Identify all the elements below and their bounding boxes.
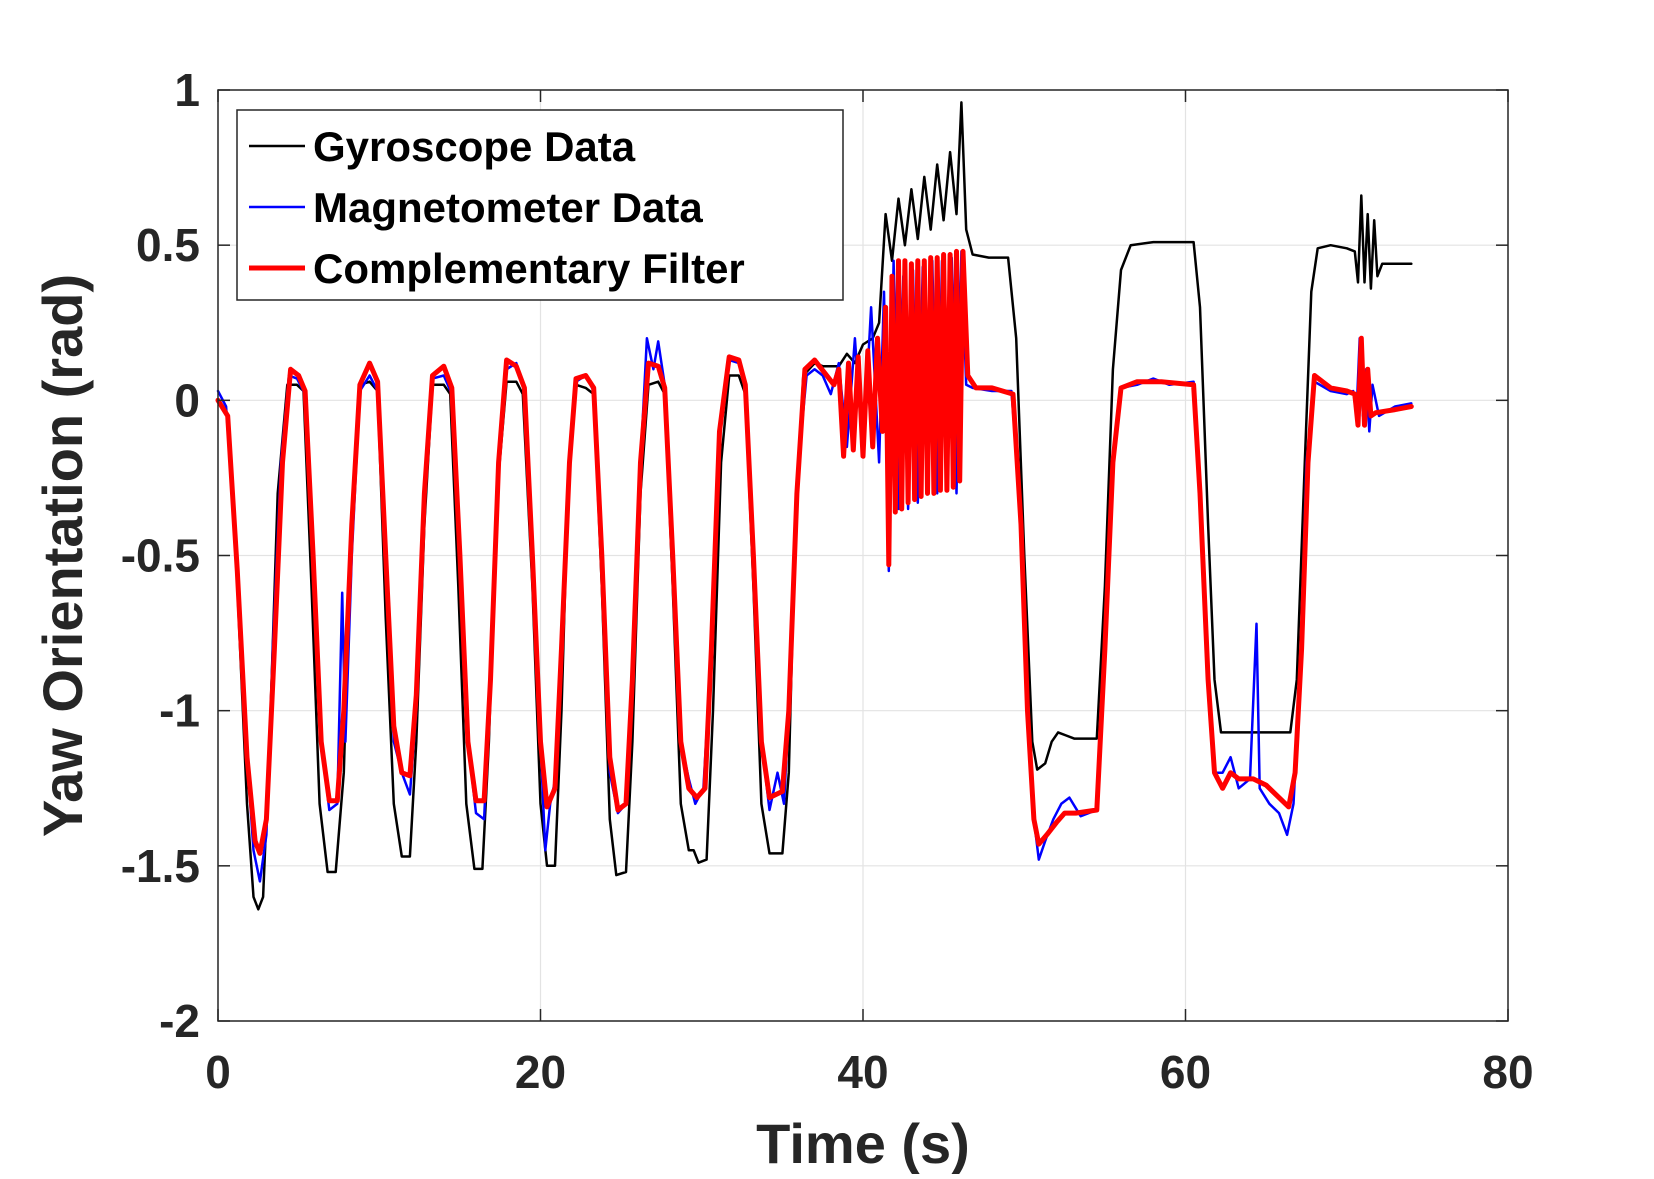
- y-tick-label-0: -2: [159, 995, 200, 1047]
- legend-box: [236, 109, 844, 301]
- y-tick-label-6: 1: [174, 64, 200, 116]
- x-tick-label-0: 0: [205, 1046, 231, 1098]
- y-axis-ticks: -2 -1.5 -1 -0.5 0 0.5 1: [121, 64, 1508, 1047]
- legend-item-gyroscope: Gyroscope Data: [249, 123, 636, 170]
- legend: Gyroscope Data Magnetometer Data Complem…: [236, 109, 844, 301]
- y-tick-label-5: 0.5: [136, 219, 200, 271]
- x-tick-label-4: 80: [1482, 1046, 1533, 1098]
- legend-label-gyroscope: Gyroscope Data: [313, 123, 636, 170]
- x-tick-label-2: 40: [837, 1046, 888, 1098]
- y-axis-label: Yaw Orientation (rad): [31, 274, 94, 837]
- y-tick-label-3: -0.5: [121, 530, 200, 582]
- legend-item-complementary-filter: Complementary Filter: [249, 245, 745, 292]
- x-tick-label-3: 60: [1160, 1046, 1211, 1098]
- y-tick-label-4: 0: [174, 374, 200, 426]
- legend-item-magnetometer: Magnetometer Data: [249, 184, 703, 231]
- legend-label-magnetometer: Magnetometer Data: [313, 184, 703, 231]
- complementary-filter-line: [215, 248, 1414, 856]
- gyroscope-data-line: [216, 101, 1413, 911]
- legend-label-complementary-filter: Complementary Filter: [313, 245, 745, 292]
- x-tick-label-1: 20: [515, 1046, 566, 1098]
- x-axis-ticks: 0 20 40 60 80: [205, 90, 1534, 1098]
- y-tick-label-1: -1.5: [121, 840, 200, 892]
- magnetometer-data-line: [216, 250, 1413, 883]
- series-layer: [215, 101, 1414, 911]
- y-tick-label-2: -1: [159, 685, 200, 737]
- x-axis-label: Time (s): [756, 1112, 970, 1174]
